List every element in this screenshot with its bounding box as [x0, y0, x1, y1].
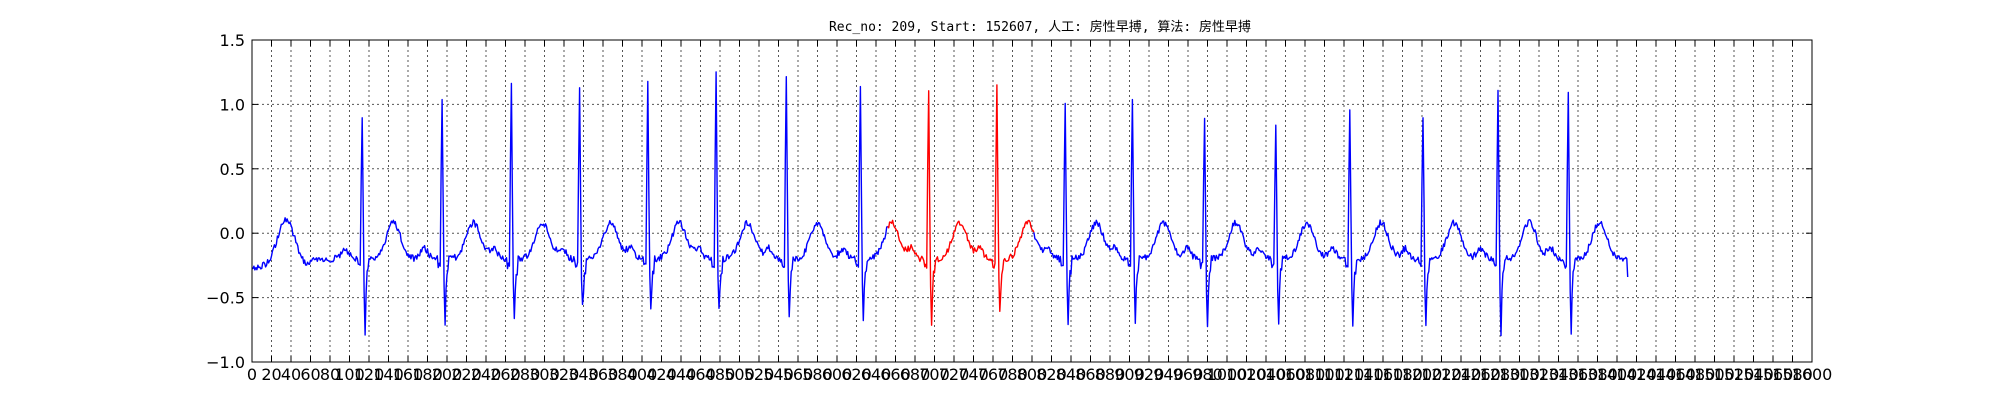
x-tick-label: 820: [1036, 365, 1067, 384]
x-tick-label: 1480: [1675, 365, 1716, 384]
x-tick-label: 180: [412, 365, 443, 384]
x-tick-label: 20: [261, 365, 281, 384]
x-tick-label: 1060: [1265, 365, 1306, 384]
y-tick-label: 1.0: [220, 95, 245, 114]
x-tick-label: 80: [320, 365, 340, 384]
x-tick-label: 1100: [1304, 365, 1345, 384]
x-tick-label: 660: [880, 365, 911, 384]
x-tick-label: 240: [471, 365, 502, 384]
x-tick-label: 1280: [1480, 365, 1521, 384]
x-tick-label: 220: [451, 365, 482, 384]
x-tick-label: 420: [646, 365, 677, 384]
x-tick-label: 1200: [1402, 365, 1443, 384]
x-tick-label: 120: [354, 365, 385, 384]
x-tick-label: 1600: [1792, 365, 1833, 384]
x-tick-label: 1540: [1733, 365, 1774, 384]
x-tick-label: 740: [958, 365, 989, 384]
x-tick-label: 980: [1192, 365, 1223, 384]
x-tick-label: 1580: [1772, 365, 1813, 384]
x-tick-label: 580: [802, 365, 833, 384]
grid-layer: [251, 39, 1813, 363]
x-tick-label: 480: [705, 365, 736, 384]
y-axis-ticks: −1.0 −0.5 0.0 0.5 1.0 1.5: [206, 31, 1812, 372]
x-tick-label: 900: [1114, 365, 1145, 384]
x-tick-label: 400: [627, 365, 658, 384]
x-tick-label: 1460: [1655, 365, 1696, 384]
x-tick-label: 1180: [1382, 365, 1423, 384]
x-tick-label: 1360: [1558, 365, 1599, 384]
x-tick-label: 280: [510, 365, 541, 384]
x-tick-label: 720: [939, 365, 970, 384]
x-tick-label: 860: [1075, 365, 1106, 384]
x-tick-label: 540: [763, 365, 794, 384]
chart-title: Rec_no: 209, Start: 152607, 人工: 房性早搏, 算法…: [829, 19, 1251, 35]
x-tick-label: 1240: [1441, 365, 1482, 384]
x-tick-label: 700: [919, 365, 950, 384]
x-tick-label: 840: [1056, 365, 1087, 384]
x-tick-label: 1040: [1246, 365, 1287, 384]
x-tick-label: 1380: [1577, 365, 1618, 384]
x-tick-label: 200: [432, 365, 463, 384]
x-tick-label: 460: [685, 365, 716, 384]
x-tick-label: 380: [607, 365, 638, 384]
ecg-series-line: [1033, 89, 1629, 337]
x-tick-label: 100: [334, 365, 365, 384]
x-tick-label: 1520: [1714, 365, 1755, 384]
x-tick-label: 60: [300, 365, 320, 384]
x-tick-label: 560: [783, 365, 814, 384]
x-tick-label: 1020: [1226, 365, 1267, 384]
x-tick-label: 760: [978, 365, 1009, 384]
x-tick-label: 1560: [1753, 365, 1794, 384]
x-tick-label: 920: [1134, 365, 1165, 384]
y-tick-label: −0.5: [206, 289, 245, 308]
x-tick-label: 1400: [1597, 365, 1638, 384]
x-tick-label: 160: [393, 365, 424, 384]
x-tick-label: 1000: [1207, 365, 1248, 384]
x-tick-label: 1500: [1694, 365, 1735, 384]
x-tick-label: 1160: [1363, 365, 1404, 384]
x-tick-label: 0: [247, 365, 257, 384]
x-axis-ticks: 0 20 40 60 801001201401601802002202402602803…: [247, 40, 1832, 384]
x-tick-label: 300: [529, 365, 560, 384]
x-tick-label: 320: [549, 365, 580, 384]
y-tick-label: 1.5: [220, 31, 245, 50]
x-tick-label: 1120: [1324, 365, 1365, 384]
x-tick-label: 340: [568, 365, 599, 384]
x-tick-label: 800: [1017, 365, 1048, 384]
x-tick-label: 1140: [1343, 365, 1384, 384]
x-tick-label: 1420: [1616, 365, 1657, 384]
ecg-series-line: [251, 71, 889, 336]
y-tick-label: 0.0: [220, 224, 245, 243]
x-tick-label: 960: [1173, 365, 1204, 384]
x-tick-label: 40: [281, 365, 301, 384]
x-tick-label: 520: [744, 365, 775, 384]
x-tick-label: 680: [900, 365, 931, 384]
x-tick-label: 500: [724, 365, 755, 384]
x-tick-label: 140: [373, 365, 404, 384]
x-tick-label: 620: [841, 365, 872, 384]
x-tick-label: 600: [822, 365, 853, 384]
x-tick-label: 360: [588, 365, 619, 384]
x-tick-label: 880: [1095, 365, 1126, 384]
x-tick-label: 1080: [1285, 365, 1326, 384]
y-tick-label: 0.5: [220, 160, 245, 179]
x-tick-label: 640: [861, 365, 892, 384]
ecg-trace: [251, 71, 1629, 337]
x-tick-label: 1220: [1421, 365, 1462, 384]
x-tick-label: 1300: [1499, 365, 1540, 384]
x-tick-label: 780: [997, 365, 1028, 384]
x-tick-label: 1340: [1538, 365, 1579, 384]
x-tick-label: 440: [666, 365, 697, 384]
x-tick-label: 1320: [1519, 365, 1560, 384]
highlighted-beat-trace: [887, 84, 1035, 326]
x-tick-label: 940: [1153, 365, 1184, 384]
y-tick-label: −1.0: [206, 353, 245, 372]
x-tick-label: 1440: [1636, 365, 1677, 384]
x-tick-label: 1260: [1460, 365, 1501, 384]
x-tick-label: 260: [490, 365, 521, 384]
